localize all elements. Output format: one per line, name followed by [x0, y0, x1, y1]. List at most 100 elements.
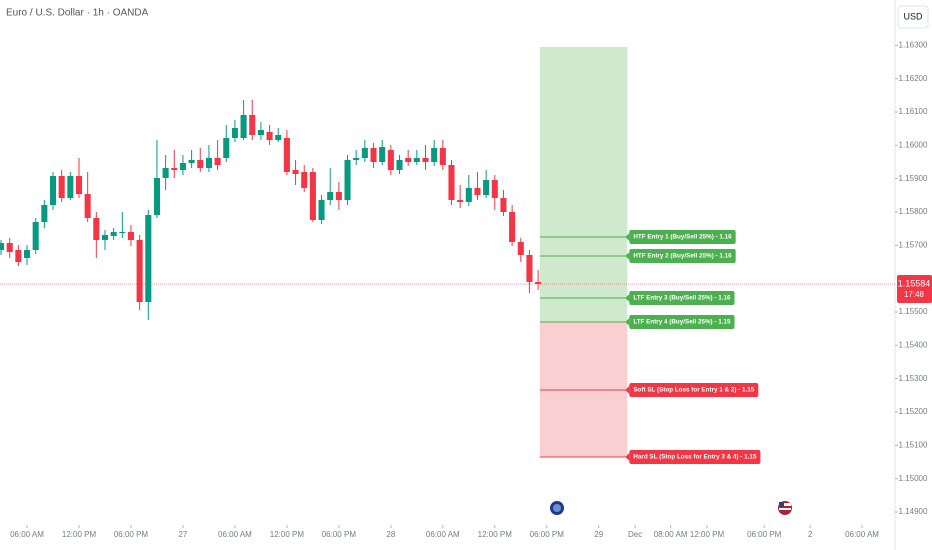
level-label-pointer	[625, 386, 630, 394]
x-tick-label: 06:00 AM	[10, 530, 44, 539]
candle-body	[162, 168, 169, 178]
candle-body	[526, 255, 533, 282]
level-label-box	[629, 450, 761, 464]
y-tick-label: 1.15000	[899, 474, 928, 483]
level-label: HTF Entry 1 (Buy/Sell 25%) - 1.16	[625, 230, 736, 244]
x-tick-label: 12:00 PM	[270, 530, 305, 539]
level-label: Soft SL (Stop Loss for Entry 1 & 2) - 1.…	[625, 383, 759, 397]
y-tick-label: 1.16000	[899, 140, 928, 149]
y-tick-label: 1.15300	[899, 374, 928, 383]
x-tick-label: 06:00 PM	[322, 530, 357, 539]
level-label-box	[629, 230, 736, 244]
candle-body	[188, 160, 195, 163]
candle-body	[205, 158, 212, 168]
level-label-text: LTF Entry 3 (Buy/Sell 25%) - 1.16	[633, 295, 731, 302]
level-label: Hard SL (Stop Loss for Entry 3 & 4) - 1.…	[625, 450, 761, 464]
axes: 1.16300 1.16200 1.16100 1.16000 1.15900 1.158…	[10, 40, 932, 539]
candle-body	[0, 243, 5, 250]
candle-body	[171, 168, 178, 170]
candle-body	[431, 148, 438, 162]
candle-body	[517, 242, 524, 255]
candle-body	[370, 148, 377, 162]
candle-body	[153, 178, 160, 215]
candle-body	[58, 176, 65, 198]
candle-body	[223, 138, 230, 158]
candle-body	[535, 282, 542, 284]
level-label-text: HTF Entry 2 (Buy/Sell 25%) - 1.16	[633, 253, 732, 260]
chart-title: Euro / U.S. Dollar · 1h · OANDA	[6, 8, 149, 19]
y-tick-label: 1.15400	[899, 340, 928, 349]
candle-body	[15, 250, 22, 262]
plot-area: HTF Entry 1 (Buy/Sell 25%) - 1.16 HTF Ent…	[0, 47, 895, 464]
level-label-pointer	[625, 252, 630, 260]
candle-body	[275, 135, 282, 140]
x-tick-label: 28	[386, 530, 395, 539]
x-tick-label: 06:00 AM	[845, 530, 879, 539]
x-tick-label: 12:00 PM	[62, 530, 97, 539]
profit-zone	[539, 47, 628, 322]
candle-body	[361, 148, 368, 158]
candle-body	[197, 160, 204, 168]
candle-body	[136, 240, 143, 302]
y-tick-label: 1.14900	[899, 507, 928, 516]
level-label-box	[629, 315, 735, 329]
candle-body	[396, 160, 403, 170]
candle-body	[231, 128, 238, 138]
x-tick-label: 27	[178, 530, 187, 539]
candle-body	[23, 250, 31, 258]
currency-button[interactable]	[897, 5, 929, 29]
candle-body	[249, 115, 256, 135]
level-label-pointer	[625, 233, 630, 241]
candle-body	[344, 160, 351, 200]
candle-body	[240, 115, 247, 138]
x-tick-label: 06:00 AM	[218, 530, 252, 539]
x-tick-label: 29	[594, 530, 603, 539]
y-tick-label: 1.16200	[899, 74, 928, 83]
last-price-box	[897, 275, 932, 303]
y-tick-label: 1.16100	[899, 107, 928, 116]
candle-body	[465, 188, 472, 202]
candle-body	[439, 148, 446, 165]
candle-body	[509, 212, 516, 242]
level-label-text: Soft SL (Stop Loss for Entry 1 & 2) - 1.…	[633, 387, 754, 394]
candle-body	[119, 232, 126, 233]
candle-body	[405, 158, 412, 162]
currency-label: USD	[903, 11, 923, 21]
x-tick-label: Dec	[628, 530, 642, 539]
candle-body	[301, 172, 308, 188]
candle-body	[327, 192, 334, 200]
candle-body	[6, 243, 13, 252]
level-label-text: HTF Entry 1 (Buy/Sell 25%) - 1.16	[633, 234, 732, 241]
candle-body	[500, 198, 507, 212]
y-tick-label: 1.15800	[899, 207, 928, 216]
y-tick-label: 1.15900	[899, 174, 928, 183]
event-icon	[550, 501, 792, 515]
candle-body	[379, 147, 386, 162]
y-tick-label: 1.15100	[899, 440, 928, 449]
candle-body	[179, 163, 186, 170]
x-tick-label: 12:00 PM	[478, 530, 513, 539]
y-tick-label: 1.16300	[899, 40, 928, 49]
candle-body	[145, 215, 152, 302]
candle-body	[335, 192, 342, 200]
y-tick-label: 1.15200	[899, 407, 928, 416]
y-tick-label: 1.15500	[899, 307, 928, 316]
level-label-box	[629, 249, 736, 263]
x-tick-label: 06:00 PM	[530, 530, 565, 539]
candle-body	[292, 170, 299, 174]
x-tick-label: 06:00 PM	[114, 530, 149, 539]
last-price-label: 1.15584	[898, 278, 931, 288]
level-label: HTF Entry 2 (Buy/Sell 25%) - 1.16	[625, 249, 736, 263]
candle-body	[448, 165, 455, 200]
x-tick-label: 06:00 AM	[426, 530, 460, 539]
candle-body	[491, 180, 498, 198]
candle-body	[214, 158, 221, 165]
candle-body	[387, 150, 394, 170]
level-label-pointer	[625, 318, 630, 326]
candle-body	[257, 130, 264, 135]
candle-body	[457, 200, 464, 202]
candle-body	[318, 200, 325, 220]
candle-body	[110, 232, 117, 236]
